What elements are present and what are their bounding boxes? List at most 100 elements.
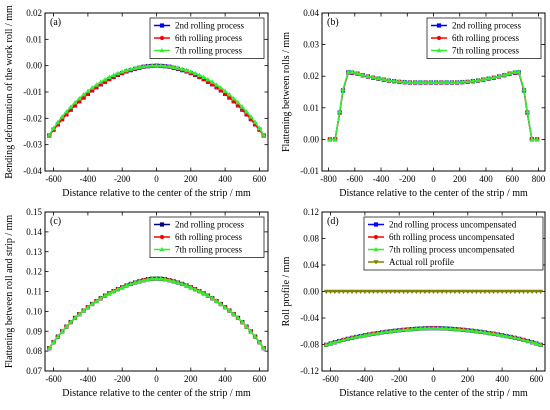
data-point bbox=[46, 132, 52, 137]
legend-b: 2nd rolling process 6th rolling process 7t… bbox=[426, 17, 542, 59]
data-point bbox=[473, 328, 479, 334]
data-point bbox=[529, 136, 535, 142]
data-point bbox=[412, 79, 418, 85]
data-point bbox=[72, 99, 78, 105]
data-point bbox=[438, 79, 444, 85]
y-tick-label: -0.08 bbox=[300, 340, 319, 350]
data-point bbox=[154, 63, 159, 68]
data-point bbox=[452, 289, 458, 295]
x-tick-label: 600 bbox=[253, 374, 267, 384]
legend-entry: 6th rolling process bbox=[452, 33, 519, 43]
legend-marker bbox=[159, 23, 165, 28]
x-tick-label: 600 bbox=[530, 374, 544, 384]
data-point bbox=[209, 79, 215, 84]
legend-marker bbox=[436, 23, 442, 28]
data-point bbox=[507, 70, 513, 76]
data-point bbox=[68, 319, 74, 324]
data-point bbox=[214, 82, 220, 87]
y-tick-label: 0.08 bbox=[303, 234, 319, 244]
data-point bbox=[405, 289, 411, 295]
data-point bbox=[469, 328, 475, 333]
y-tick-label: 0.10 bbox=[26, 306, 42, 316]
legend-entry: 2nd rolling process bbox=[175, 21, 244, 31]
data-point bbox=[501, 72, 507, 77]
data-point bbox=[192, 70, 198, 76]
data-point bbox=[443, 325, 449, 331]
x-tick-label: -800 bbox=[320, 174, 337, 184]
data-point bbox=[383, 329, 389, 334]
y-tick-label: 0.04 bbox=[303, 8, 319, 18]
series-3 bbox=[327, 69, 540, 142]
data-point bbox=[428, 79, 434, 85]
series-3 bbox=[46, 63, 267, 137]
data-point bbox=[123, 282, 129, 288]
data-point bbox=[111, 72, 117, 77]
data-point bbox=[435, 325, 441, 331]
data-point bbox=[354, 70, 360, 76]
data-point bbox=[256, 339, 262, 344]
data-point bbox=[111, 288, 117, 293]
data-point bbox=[51, 125, 57, 131]
data-point bbox=[85, 304, 91, 310]
data-point bbox=[480, 76, 486, 82]
data-point bbox=[244, 109, 250, 114]
data-point bbox=[454, 79, 460, 85]
data-point bbox=[349, 289, 355, 295]
x-tick-label: 200 bbox=[461, 374, 475, 384]
y-tick-label: -0.04 bbox=[300, 313, 319, 323]
legend-marker bbox=[159, 35, 165, 41]
data-point bbox=[431, 289, 436, 295]
data-point bbox=[469, 289, 475, 295]
data-point bbox=[402, 79, 408, 84]
data-point bbox=[166, 277, 172, 282]
data-point bbox=[512, 69, 518, 74]
data-point bbox=[248, 114, 254, 119]
legend-marker bbox=[436, 35, 442, 41]
data-point bbox=[119, 284, 125, 290]
data-point bbox=[63, 109, 69, 114]
data-point bbox=[63, 324, 69, 329]
data-point bbox=[360, 72, 366, 77]
data-point bbox=[59, 328, 65, 334]
data-point bbox=[533, 340, 539, 346]
data-point bbox=[508, 334, 514, 339]
data-point bbox=[162, 63, 168, 68]
x-tick-label: -200 bbox=[114, 374, 131, 384]
legend-marker bbox=[373, 234, 379, 240]
x-tick-label: 400 bbox=[218, 174, 232, 184]
y-tick-label: 0.09 bbox=[26, 326, 42, 336]
data-point bbox=[89, 301, 95, 306]
data-point bbox=[405, 326, 411, 332]
data-point bbox=[123, 67, 129, 73]
panel-label: (c) bbox=[50, 216, 61, 227]
data-point bbox=[461, 289, 467, 295]
legend-box bbox=[363, 216, 544, 271]
y-tick-label: 0.00 bbox=[303, 287, 319, 297]
data-point bbox=[503, 333, 509, 338]
data-point bbox=[188, 284, 194, 290]
data-point bbox=[46, 345, 52, 350]
data-point bbox=[51, 339, 57, 344]
data-point bbox=[327, 136, 333, 142]
data-point bbox=[381, 76, 387, 82]
data-point bbox=[396, 289, 402, 295]
data-point bbox=[365, 73, 371, 78]
x-tick-label: 400 bbox=[479, 174, 493, 184]
legend-a: 2nd rolling process 6th rolling process 7t… bbox=[149, 17, 265, 59]
data-point bbox=[102, 77, 108, 82]
data-point bbox=[422, 325, 428, 331]
data-point bbox=[261, 132, 267, 137]
data-point bbox=[433, 79, 439, 85]
data-point bbox=[226, 92, 232, 97]
legend-entry: 2nd rolling process bbox=[452, 21, 521, 31]
data-point bbox=[332, 339, 338, 345]
data-point bbox=[162, 276, 168, 281]
data-point bbox=[81, 307, 87, 313]
data-point bbox=[340, 86, 346, 92]
legend-entry: 6th rolling process bbox=[175, 232, 242, 242]
data-point bbox=[136, 278, 142, 284]
data-point bbox=[508, 289, 514, 295]
data-point bbox=[81, 92, 87, 97]
data-point bbox=[431, 325, 436, 330]
data-point bbox=[226, 307, 232, 313]
